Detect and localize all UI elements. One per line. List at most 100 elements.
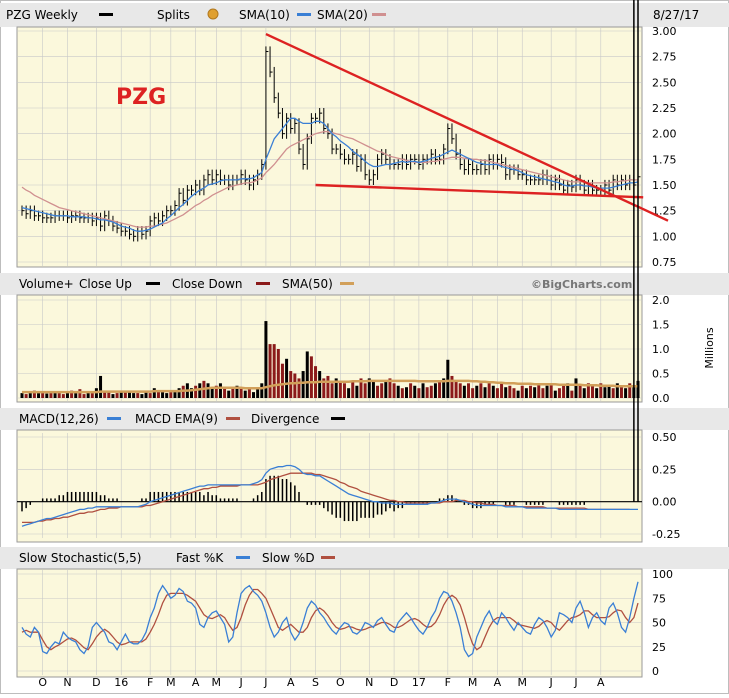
volume-bar	[384, 380, 388, 398]
volume-bar	[591, 385, 595, 398]
price-bar	[38, 210, 42, 221]
price-bar	[339, 143, 343, 160]
volume-bar	[454, 380, 458, 398]
volume-bar	[500, 383, 504, 398]
volume-bar	[566, 383, 570, 398]
volume-bar	[442, 378, 446, 398]
volume-bar	[396, 385, 400, 398]
price-title: PZG Weekly	[6, 8, 78, 22]
price-bar	[120, 222, 124, 237]
trendline	[315, 183, 644, 199]
trendlines	[265, 32, 669, 222]
volume-unit-label: Millions	[703, 327, 716, 368]
volume-bar	[479, 383, 483, 398]
volume-bar	[371, 380, 375, 398]
price-bar	[335, 143, 339, 155]
volume-grid	[17, 296, 642, 402]
ticker-annotation: PZG	[116, 85, 166, 110]
volume-bar	[520, 385, 524, 398]
volume-bar	[529, 385, 533, 398]
price-bar	[368, 169, 372, 185]
volume-bar	[243, 390, 247, 398]
volume-bar	[359, 378, 363, 398]
volume-bar	[301, 371, 305, 398]
volume-bar	[194, 385, 198, 398]
macd-tick-label: 0.50	[652, 431, 677, 444]
price-bar	[281, 108, 285, 139]
volume-bar	[487, 383, 491, 398]
price-bar	[100, 212, 104, 232]
header-date: 8/27/17	[653, 8, 699, 22]
volume-bar	[355, 385, 359, 398]
volume-label: Volume+	[19, 277, 74, 291]
volume-bar	[285, 358, 289, 398]
volume-bar	[599, 383, 603, 398]
volume-bar	[574, 378, 578, 398]
volume-bar	[409, 383, 413, 398]
sma20-legend-swatch	[372, 13, 386, 16]
macd-grid	[17, 433, 642, 538]
macd-label: MACD(12,26)	[19, 412, 99, 426]
volume-tick-label: 1.0	[652, 343, 670, 356]
volume-bar	[342, 383, 346, 398]
volume-bar	[619, 385, 623, 398]
price-bar	[447, 123, 451, 155]
close-up-label: Close Up	[79, 277, 132, 291]
volume-bar	[425, 387, 429, 398]
volume-bar	[628, 383, 632, 398]
volume-tick-label: 0.5	[652, 368, 670, 381]
stoch-axis: 0 25 50 75 100	[652, 568, 673, 678]
volume-bar	[433, 383, 437, 398]
volume-bar	[607, 385, 611, 398]
volume-bar	[82, 394, 86, 398]
price-bar	[521, 169, 525, 180]
volume-bar	[475, 385, 479, 398]
price-bar	[153, 212, 157, 227]
price-bar	[203, 174, 207, 196]
volume-bar	[450, 375, 454, 398]
price-tick-label: 2.50	[652, 76, 677, 89]
price-axis: 0.75 1.00 1.25 1.50 1.75 2.00 2.25 2.50 2.75 3.00	[652, 25, 677, 269]
x-tick-label: 17	[412, 676, 426, 689]
volume-bar	[615, 383, 619, 398]
macd-tick-label: 0.25	[652, 463, 677, 476]
x-tick-label: N	[63, 676, 71, 689]
price-bar	[467, 159, 471, 175]
volume-bar	[78, 389, 82, 398]
volume-bar	[516, 390, 520, 398]
price-bar	[21, 205, 25, 216]
price-bar	[91, 212, 95, 227]
price-bar	[463, 159, 467, 175]
volume-bar	[132, 393, 136, 398]
volume-bar	[438, 380, 442, 398]
macd-tick-label: -0.25	[652, 528, 680, 541]
volume-bar	[90, 393, 94, 398]
volume-bar	[57, 393, 61, 398]
volume-bar	[376, 385, 380, 398]
volume-bar	[227, 390, 231, 398]
price-bar	[302, 143, 306, 170]
volume-bar	[553, 390, 557, 398]
volume-bar	[206, 383, 210, 398]
volume-bar	[111, 394, 115, 398]
price-bar	[501, 154, 505, 168]
stoch-tick-label: 25	[652, 641, 666, 654]
volume-bar	[334, 378, 338, 398]
price-bar	[186, 185, 190, 206]
volume-bar	[49, 391, 53, 398]
watermark: ©BigCharts.com	[531, 278, 632, 291]
volume-bar	[140, 394, 144, 398]
price-bar	[273, 66, 277, 103]
volume-bar	[326, 375, 330, 398]
volume-bar	[611, 388, 615, 398]
volume-bar	[417, 388, 421, 398]
volume-bar	[367, 378, 371, 398]
macd-divergence	[21, 0, 639, 522]
price-bar	[240, 169, 244, 185]
volume-bar	[545, 385, 549, 398]
slowd-line	[21, 588, 639, 651]
stoch-tick-label: 100	[652, 568, 673, 581]
volume-bar	[86, 392, 90, 398]
x-tick-label: F	[147, 676, 153, 689]
